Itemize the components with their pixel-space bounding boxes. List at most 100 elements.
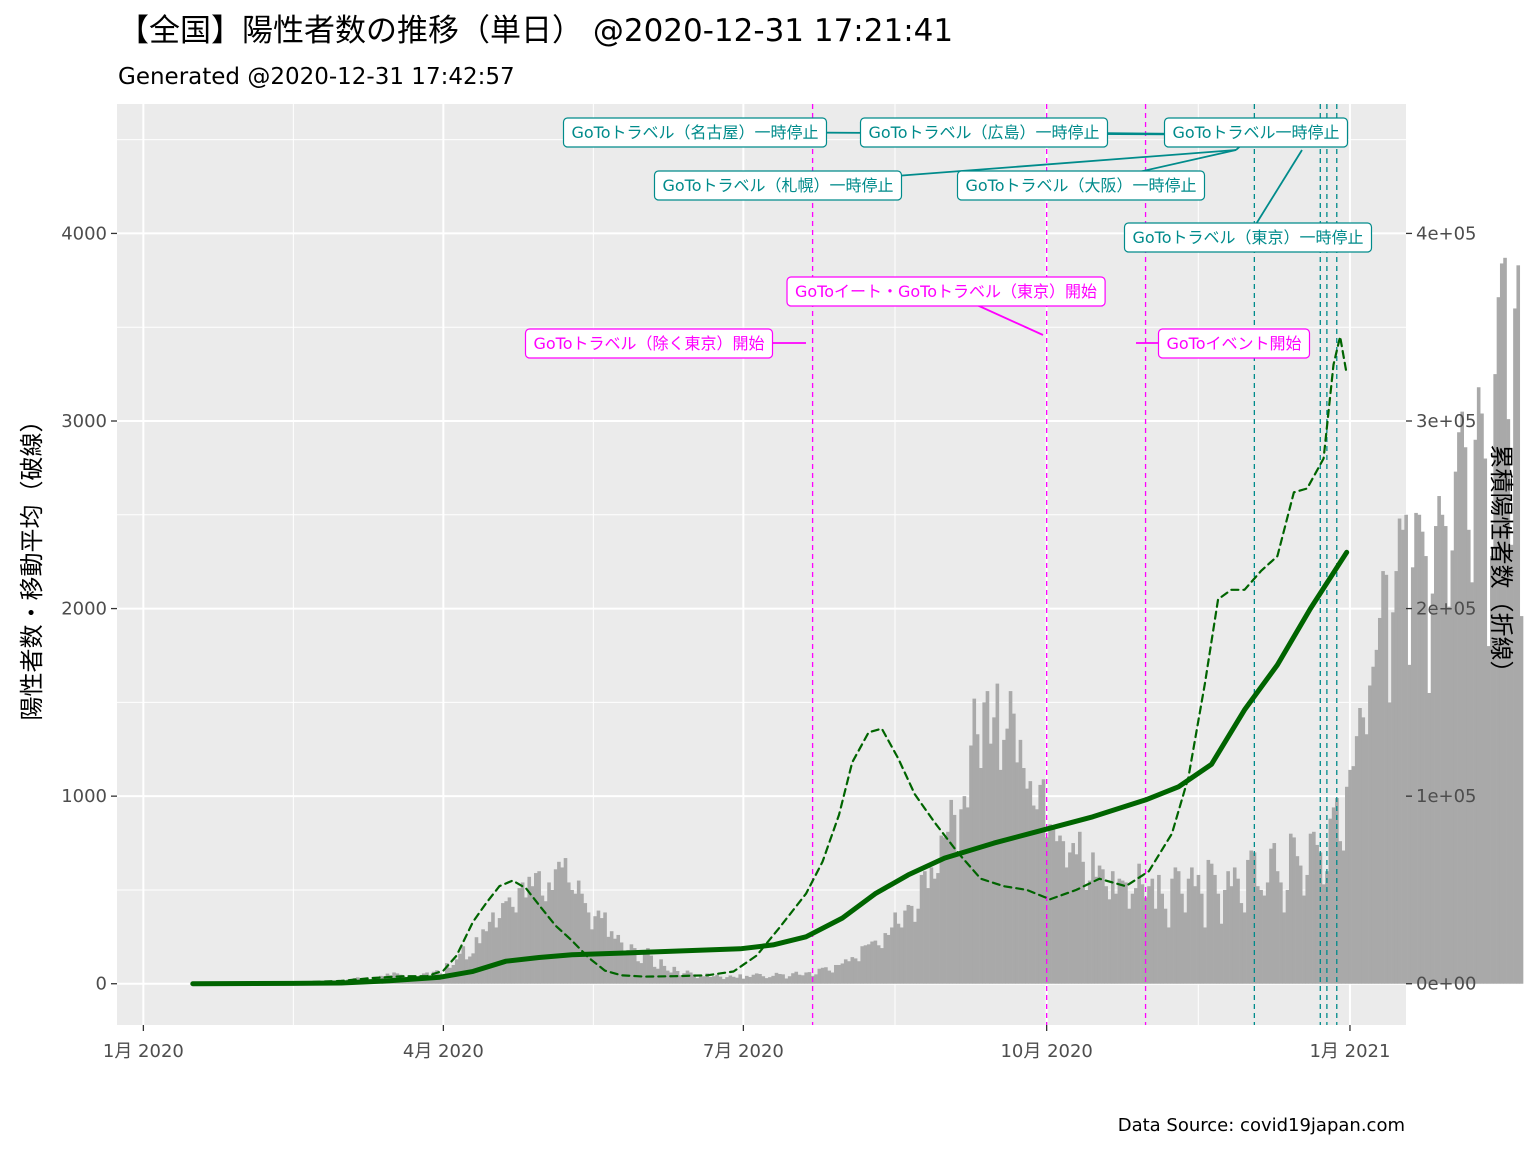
daily-bar [1104, 886, 1108, 984]
daily-bar [524, 897, 528, 984]
daily-bar [1153, 908, 1158, 984]
daily-bar [1288, 833, 1293, 984]
daily-bar [1199, 893, 1204, 984]
daily-bar [903, 910, 907, 984]
daily-bar [619, 942, 624, 984]
daily-bar [1315, 844, 1319, 984]
daily-bar [636, 961, 640, 984]
daily-bar [863, 945, 868, 984]
annotation-label: GoToトラベル（札幌）一時停止 [662, 176, 893, 195]
daily-bar [939, 835, 944, 984]
daily-bar [1434, 526, 1438, 984]
daily-bar [1447, 606, 1451, 984]
daily-bar [708, 976, 713, 984]
daily-bar [461, 946, 466, 984]
daily-bars [191, 257, 1524, 984]
annotation-label: GoToトラベル（広島）一時停止 [868, 123, 1099, 142]
daily-bar [1493, 374, 1497, 984]
daily-bar [853, 958, 858, 984]
daily-bar [1209, 863, 1214, 984]
daily-bar [1321, 884, 1326, 984]
daily-bar [1298, 865, 1303, 984]
daily-bar [959, 809, 963, 984]
daily-bar [883, 933, 888, 984]
daily-bar [1219, 923, 1224, 984]
daily-bar [979, 768, 983, 984]
daily-bar [557, 861, 561, 984]
daily-bar [791, 973, 795, 984]
daily-bar [1101, 869, 1105, 984]
daily-bar [1503, 257, 1507, 984]
daily-bar [1384, 574, 1389, 984]
daily-bar [1496, 297, 1501, 984]
daily-bar [1308, 833, 1313, 984]
event-annotation: GoToトラベル（広島）一時停止 [859, 117, 1303, 148]
daily-bar [896, 923, 901, 984]
event-annotation: GoToトラベル一時停止 [1163, 117, 1349, 151]
daily-bar [527, 876, 532, 984]
daily-bar [1193, 886, 1197, 984]
daily-bar [1374, 649, 1379, 984]
daily-bar [758, 973, 762, 984]
daily-bar [988, 743, 993, 984]
daily-bar [866, 944, 871, 984]
daily-bar [1110, 871, 1115, 984]
daily-bar [1506, 419, 1511, 984]
daily-bar [692, 974, 696, 984]
y-left-tick-label: 3000 [61, 411, 107, 432]
event-annotation: GoToトラベル（大阪）一時停止 [956, 149, 1237, 201]
daily-bar [573, 893, 578, 984]
annotation-label: GoToトラベル（東京）一時停止 [1132, 228, 1363, 247]
event-annotation: GoToトラベル（札幌）一時停止 [653, 149, 1237, 201]
daily-bar [698, 975, 703, 984]
daily-bar [1410, 567, 1415, 984]
daily-bar [1430, 593, 1435, 984]
daily-bar [751, 974, 756, 984]
daily-bar [880, 948, 884, 984]
daily-bar [669, 972, 673, 984]
daily-bar [741, 978, 746, 984]
daily-bar [603, 912, 607, 984]
daily-bar [1358, 708, 1362, 984]
daily-bar [609, 931, 614, 984]
daily-bar [949, 799, 954, 984]
daily-bar [1173, 867, 1178, 984]
daily-bar [1186, 878, 1191, 984]
daily-bar [679, 975, 683, 984]
daily-bar [982, 702, 986, 984]
daily-bar [665, 970, 670, 984]
daily-bar [491, 912, 495, 984]
daily-bar [1134, 888, 1138, 984]
daily-bar [873, 940, 878, 984]
daily-bar [715, 974, 719, 984]
daily-bar [580, 893, 584, 984]
y-axis-left-title: 陽性者数・移動平均（破線） [18, 409, 46, 721]
daily-bar [1262, 895, 1267, 984]
daily-bar [801, 975, 805, 984]
daily-bar [913, 921, 917, 984]
daily-bar [1048, 824, 1052, 984]
daily-bar [1259, 889, 1263, 984]
daily-bar [962, 796, 967, 984]
daily-bar [784, 978, 789, 984]
daily-bar [1331, 807, 1336, 984]
daily-bar [919, 874, 924, 984]
daily-bar [1282, 912, 1286, 984]
daily-bar [1279, 882, 1283, 984]
annotation-label: GoToイベント開始 [1166, 334, 1301, 353]
daily-bar [1074, 854, 1079, 984]
daily-bar [596, 910, 601, 984]
daily-bar [1457, 432, 1461, 984]
x-tick-label: 10月 2020 [1000, 1041, 1092, 1062]
daily-bar [923, 871, 927, 984]
daily-bar [695, 978, 700, 984]
daily-bar [1091, 852, 1095, 984]
daily-bar [1114, 893, 1118, 984]
daily-bar [1176, 871, 1181, 984]
daily-bar [487, 921, 492, 984]
daily-bar [893, 912, 897, 984]
daily-bar [1061, 841, 1066, 984]
cumulative-line [190, 549, 1350, 987]
daily-bar [725, 977, 729, 984]
